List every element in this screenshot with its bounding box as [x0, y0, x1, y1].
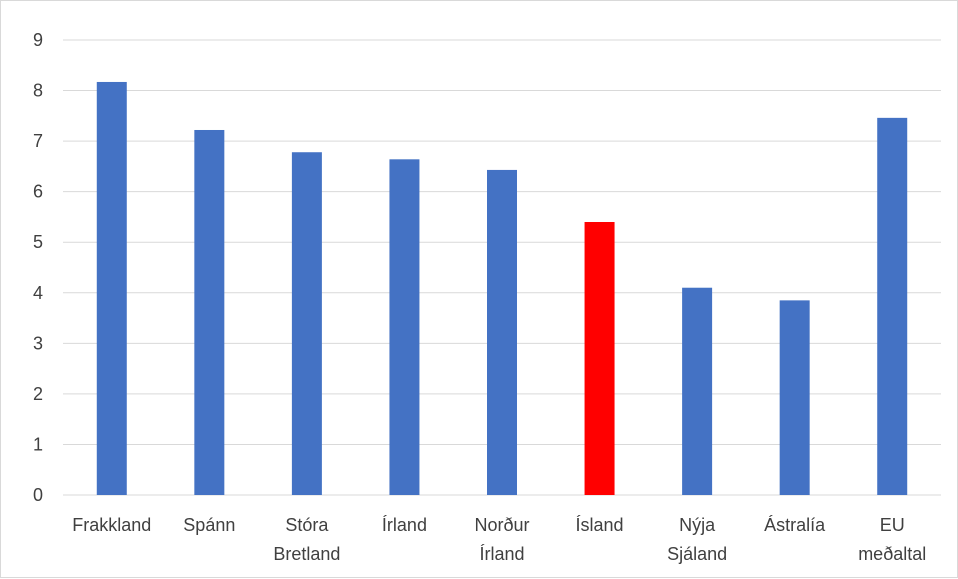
- x-category-label: Ástralía: [764, 515, 826, 535]
- y-tick-label: 1: [33, 434, 43, 454]
- x-category-label-line: Frakkland: [72, 515, 151, 535]
- bar-7: [779, 300, 810, 495]
- y-tick-label: 6: [33, 182, 43, 202]
- bar-8: [877, 117, 908, 495]
- x-category-label-line: EU: [880, 515, 905, 535]
- x-category-label: EU meðaltal: [858, 515, 926, 564]
- x-category-label-line: Írland: [479, 544, 524, 564]
- y-tick-label: 8: [33, 81, 43, 101]
- x-category-label: Frakkland: [72, 515, 151, 535]
- bar-3: [389, 159, 420, 496]
- x-category-label-line: Stóra: [285, 515, 329, 535]
- x-category-label: Norður Írland: [474, 515, 529, 564]
- y-tick-label: 7: [33, 131, 43, 151]
- bar-1: [194, 129, 225, 495]
- x-category-label-line: Ísland: [576, 515, 624, 535]
- x-category-label-line: Ástralía: [764, 515, 826, 535]
- y-tick-label: 0: [33, 485, 43, 505]
- x-category-label-line: Nýja: [679, 515, 716, 535]
- bar-4: [487, 169, 517, 495]
- x-category-label-line: meðaltal: [858, 544, 926, 564]
- x-category-label: Írland: [382, 515, 427, 535]
- bar-2: [291, 152, 322, 495]
- bar-5: [584, 222, 615, 495]
- y-tick-label: 2: [33, 384, 43, 404]
- y-tick-label: 4: [33, 283, 43, 303]
- y-tick-label: 5: [33, 232, 43, 252]
- x-category-label: Nýja Sjáland: [667, 515, 727, 564]
- y-tick-label: 3: [33, 333, 43, 353]
- x-category-label-line: Bretland: [273, 544, 340, 564]
- y-tick-label: 9: [33, 30, 43, 50]
- x-category-label-line: Norður: [474, 515, 529, 535]
- x-category-label: Spánn: [183, 515, 235, 535]
- x-category-label-line: Írland: [382, 515, 427, 535]
- bar-0: [96, 81, 127, 495]
- bar-6: [682, 287, 713, 495]
- x-category-label: Ísland: [576, 515, 624, 535]
- bars: [96, 81, 908, 496]
- x-category-label: Stóra Bretland: [273, 515, 340, 564]
- x-category-label-line: Spánn: [183, 515, 235, 535]
- x-category-label-line: Sjáland: [667, 544, 727, 564]
- x-axis-category-labels: Frakkland Spánn Stóra Bretland Írland Norður Í…: [72, 515, 926, 564]
- y-axis-tick-labels: 0 1 2 3 4 5 6 7 8 9: [33, 30, 43, 505]
